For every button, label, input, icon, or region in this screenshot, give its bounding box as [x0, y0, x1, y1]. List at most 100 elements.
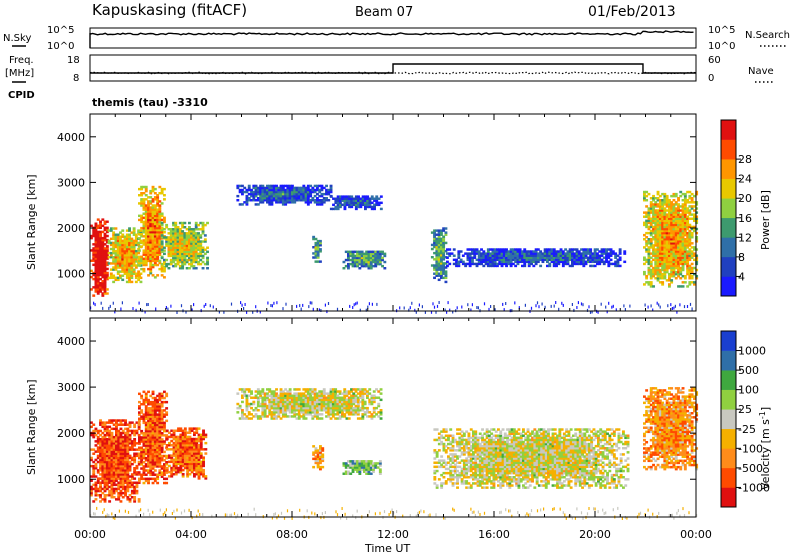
echo-cell — [369, 258, 373, 262]
echo-cell — [670, 275, 674, 278]
echo-cell — [96, 267, 100, 271]
echo-cell — [94, 255, 98, 258]
echo-cell — [647, 211, 651, 214]
echo-cell — [167, 252, 171, 256]
echo-cell — [663, 240, 667, 243]
echo-cell — [94, 243, 98, 246]
echo-cell — [690, 270, 694, 274]
echo-cell — [112, 227, 116, 230]
echo-cell — [546, 252, 549, 255]
echo-cell — [142, 251, 146, 254]
echo-cell — [94, 251, 98, 254]
echo-cell — [247, 184, 251, 188]
echo-cell — [521, 250, 524, 253]
echo-cell — [496, 252, 499, 255]
echo-cell — [363, 254, 366, 258]
echo-cell — [121, 483, 125, 487]
echo-cell — [241, 400, 244, 404]
echo-cell — [614, 252, 618, 255]
echo-cell — [686, 199, 690, 202]
echo-cell — [128, 467, 132, 470]
echo-cell — [505, 252, 508, 255]
colorbar-tick-label: 16 — [738, 212, 752, 225]
ground-scatter-cell — [608, 301, 610, 305]
echo-cell — [440, 249, 443, 253]
echo-cell — [354, 205, 358, 209]
ground-scatter-cell — [488, 307, 490, 311]
ground-scatter-cell — [444, 308, 446, 312]
echo-cell — [121, 239, 125, 243]
echo-cell — [658, 219, 662, 223]
echo-cell — [559, 258, 563, 262]
echo-cell — [138, 405, 141, 408]
echo-cell — [96, 271, 100, 275]
echo-cell — [194, 236, 198, 239]
echo-cell — [103, 489, 107, 493]
echo-cell — [160, 223, 164, 227]
echo-cell — [139, 239, 143, 243]
echo-cell — [658, 258, 662, 262]
echo-cell — [589, 252, 593, 255]
y-tick-label: 1000 — [57, 268, 85, 281]
echo-cell — [688, 252, 692, 255]
echo-cell — [557, 260, 561, 264]
echo-cell — [496, 264, 499, 268]
echo-cell — [690, 197, 694, 200]
echo-cell — [194, 256, 198, 260]
echo-cell — [649, 221, 653, 225]
echo-cell — [372, 260, 375, 264]
echo-cell — [555, 254, 558, 257]
echo-cell — [486, 258, 490, 262]
echo-cell — [188, 267, 191, 270]
echo-cell — [668, 256, 671, 259]
echo-cell — [500, 258, 504, 262]
echo-cell — [677, 264, 680, 268]
echo-cell — [452, 262, 456, 266]
echo-cell — [94, 238, 98, 242]
echo-cell — [174, 238, 178, 241]
echo-cell — [658, 207, 662, 210]
echo-cell — [672, 256, 676, 259]
echo-cell — [334, 205, 338, 209]
echo-cell — [101, 265, 105, 269]
echo-cell — [677, 240, 680, 243]
echo-cell — [116, 235, 120, 238]
echo-cell — [119, 239, 122, 243]
echo-cell — [647, 238, 651, 241]
echo-cell — [151, 198, 155, 201]
echo-cell — [158, 210, 162, 213]
echo-cell — [103, 222, 107, 225]
echo-cell — [142, 212, 146, 215]
echo-cell — [683, 209, 687, 212]
echo-cell — [440, 268, 443, 271]
echo-cell — [688, 244, 692, 247]
echo-cell — [379, 201, 383, 205]
echo-cell — [672, 227, 676, 231]
echo-cell — [279, 184, 283, 188]
echo-cell — [686, 254, 690, 257]
n-sky-series — [89, 30, 694, 48]
echo-cell — [293, 186, 297, 190]
echo-cell — [197, 252, 200, 256]
echo-cell — [194, 221, 198, 225]
echo-cell — [527, 252, 531, 255]
echo-cell — [197, 248, 200, 251]
echo-cell — [367, 264, 371, 268]
echo-cell — [202, 458, 205, 461]
echo-cell — [188, 256, 191, 260]
echo-cell — [552, 260, 556, 264]
echo-cell — [643, 272, 646, 276]
echo-cell — [514, 260, 518, 264]
echo-cell — [341, 195, 345, 198]
echo-cell — [677, 246, 680, 249]
n-sky-tick-top: 10^5 — [47, 25, 74, 36]
echo-cell — [179, 427, 183, 430]
echo-cell — [130, 270, 134, 273]
echo-cell — [142, 253, 146, 256]
echo-cell — [679, 277, 683, 280]
n-search-tick-top: 10^5 — [708, 25, 735, 36]
echo-cell — [151, 245, 155, 248]
echo-cell — [489, 260, 493, 264]
echo-cell — [163, 270, 166, 273]
echo-cell — [683, 199, 687, 202]
